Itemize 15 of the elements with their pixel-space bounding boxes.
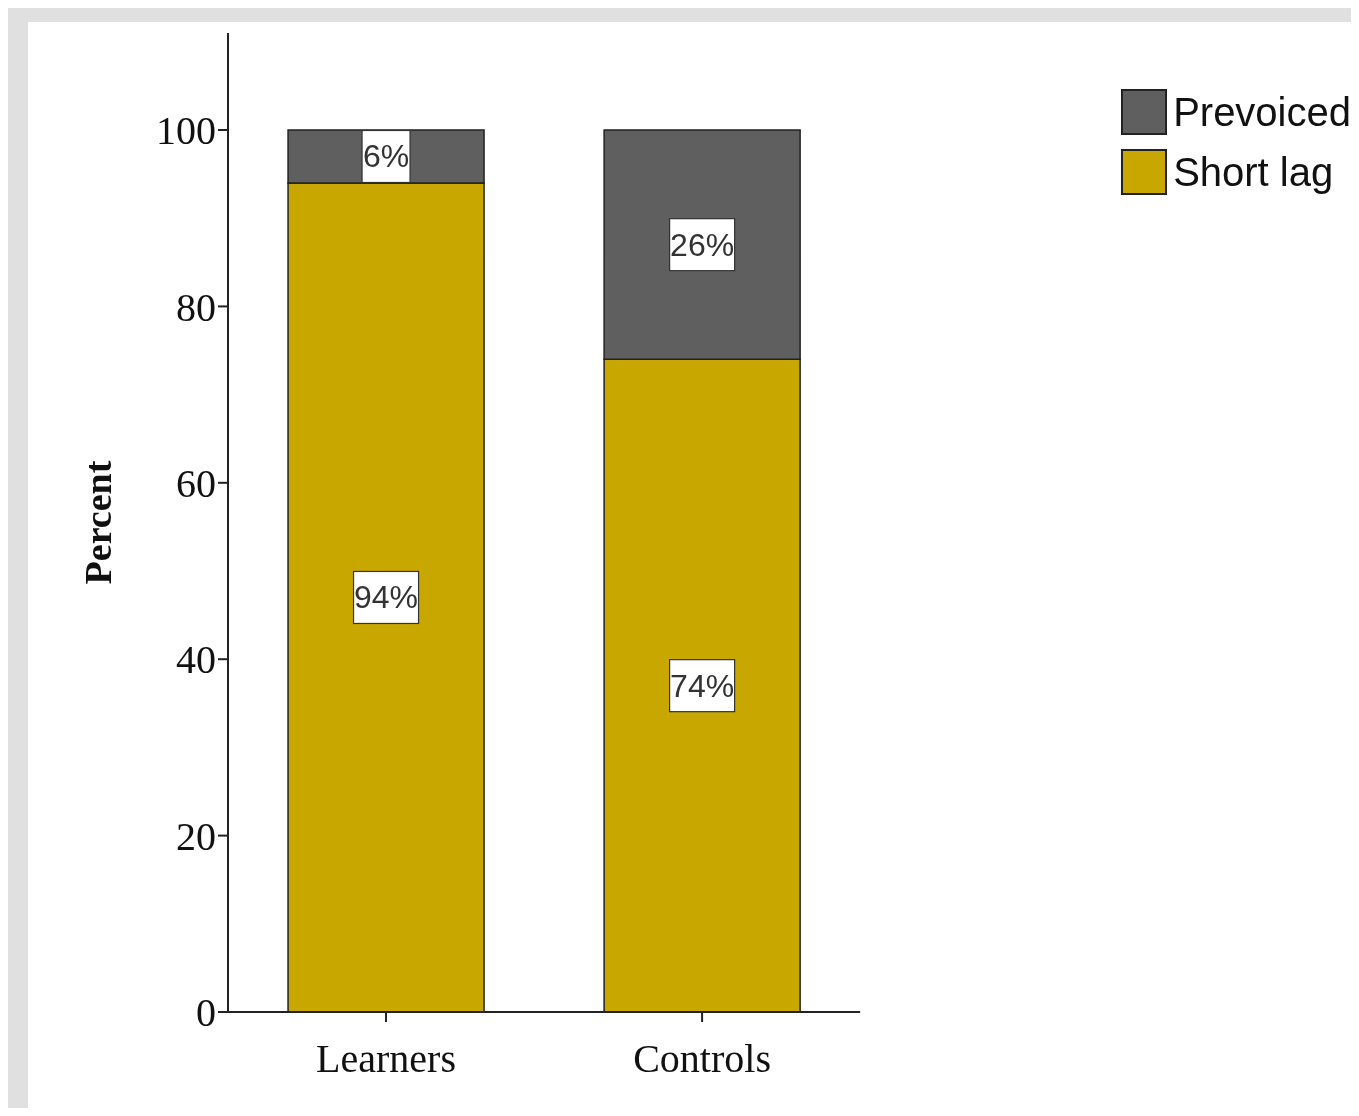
x-tick-label: Controls — [633, 1036, 771, 1082]
legend-label: Prevoiced — [1173, 89, 1351, 135]
y-tick-label: 0 — [196, 990, 216, 1036]
y-tick-label: 100 — [156, 108, 216, 154]
y-tick-label: 60 — [176, 461, 216, 507]
legend-label: Short lag — [1173, 149, 1334, 195]
data-label: 6% — [362, 138, 410, 175]
x-tick-label: Learners — [316, 1036, 456, 1082]
y-tick-label: 20 — [176, 813, 216, 859]
y-tick-label: 40 — [176, 637, 216, 683]
data-label: 74% — [670, 667, 735, 704]
data-label: 26% — [670, 226, 735, 263]
data-label: 94% — [354, 579, 419, 616]
y-tick-label: 80 — [176, 284, 216, 330]
y-axis-title: Percent — [77, 460, 120, 585]
